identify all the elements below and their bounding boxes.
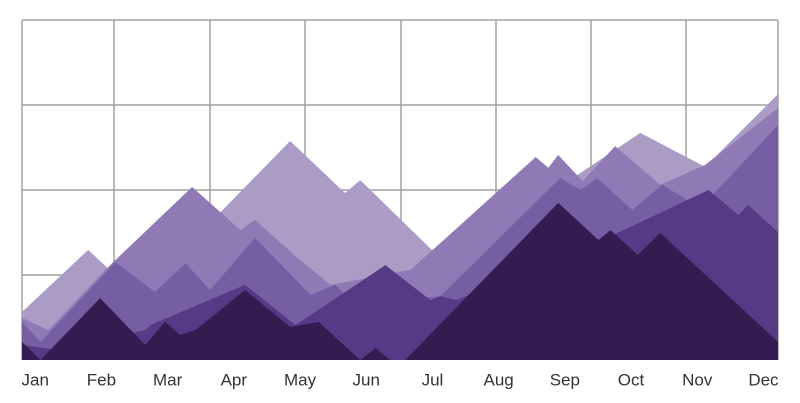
area bbox=[22, 202, 778, 360]
x-tick-label: Jun bbox=[353, 370, 380, 389]
x-tick-label: Oct bbox=[618, 370, 645, 389]
x-tick-label: Feb bbox=[87, 370, 116, 389]
x-tick-label: Dec bbox=[748, 370, 779, 389]
x-tick-label: Jan bbox=[22, 370, 49, 389]
x-tick-label: Aug bbox=[484, 370, 514, 389]
x-tick-label: Mar bbox=[153, 370, 183, 389]
x-tick-label: Sep bbox=[550, 370, 580, 389]
x-tick-label: May bbox=[284, 370, 317, 389]
x-tick-label: Nov bbox=[682, 370, 713, 389]
x-tick-label: Apr bbox=[221, 370, 248, 389]
x-tick-label: Jul bbox=[422, 370, 444, 389]
